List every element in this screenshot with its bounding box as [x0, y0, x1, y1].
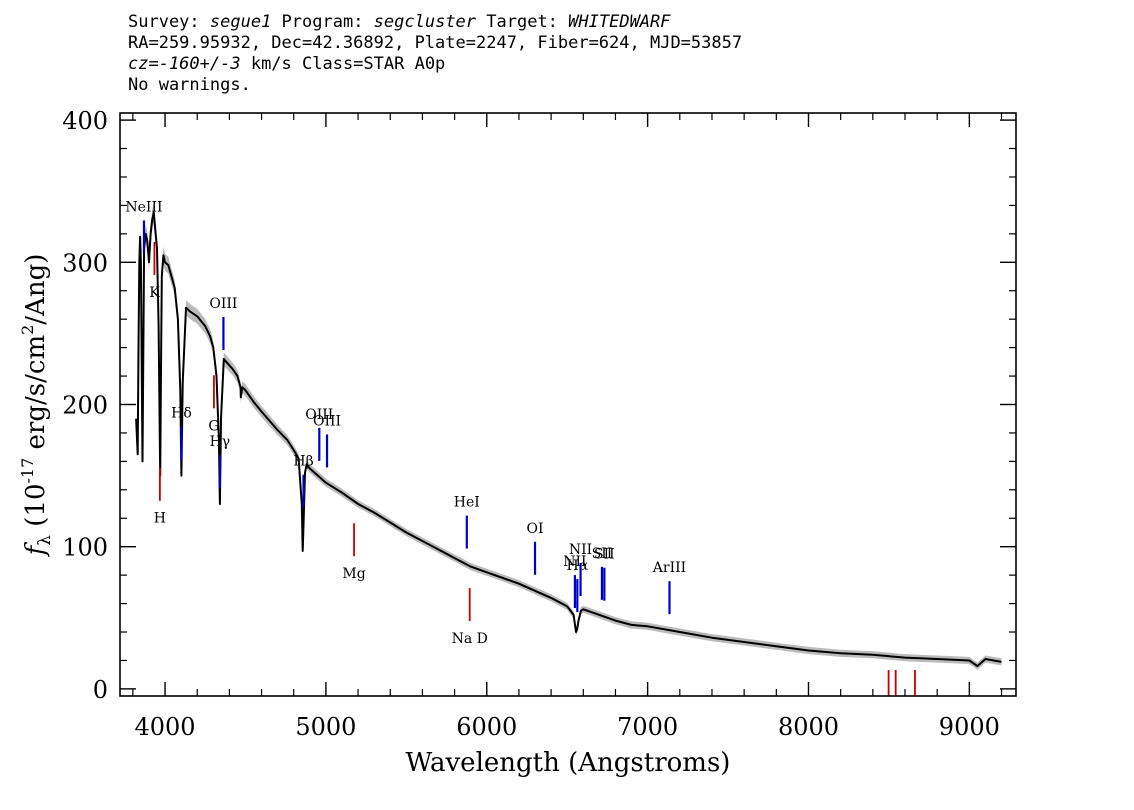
header-line-warnings: No warnings. [128, 75, 251, 95]
target-value: WHITEDWARF [568, 12, 671, 32]
series-layer [135, 211, 1002, 668]
error-band-layer [136, 203, 1002, 670]
program-value: segcluster [373, 12, 477, 32]
emission-label-ariii: ArIII [652, 560, 686, 576]
survey-label: Survey: [128, 12, 210, 32]
spectrum-header: Survey: segue1 Program: segcluster Targe… [128, 12, 742, 96]
y-tick-label: 200 [62, 392, 108, 420]
x-tick-label: 7000 [617, 713, 678, 741]
spectrum-line [135, 211, 1002, 668]
absorption-label-k: K [149, 285, 160, 301]
tick-label-layer: 4000 5000 6000 7000 8000 9000 0 100 200 300 400 [62, 107, 1000, 741]
emission-label-h: Hδ [171, 406, 192, 422]
y-tick-label: 100 [62, 534, 108, 562]
program-label: Program: [271, 12, 374, 32]
emission-label-sii: SII [594, 547, 615, 563]
target-label: Target: [476, 12, 569, 32]
survey-value: segue1 [209, 12, 272, 32]
emission-label-h: Hγ [210, 434, 231, 450]
class-value: km/s Class=STAR A0p [240, 54, 446, 74]
absorption-label-g: G [208, 418, 219, 434]
y-tick-label: 0 [93, 676, 108, 704]
emission-label-nii: NII [569, 542, 592, 558]
error-band [136, 203, 1002, 670]
emission-label-oiii: OIII [209, 296, 237, 312]
header-line-redshift: cz=-160+/-3 km/s Class=STAR A0p [128, 54, 742, 75]
x-tick-label: 9000 [939, 713, 1000, 741]
x-tick-label: 4000 [135, 713, 196, 741]
y-tick-label: 400 [62, 107, 108, 135]
absorption-label-h: H [154, 511, 166, 527]
emission-label-h: Hα [566, 558, 588, 574]
emission-label-oiii: OIII [313, 413, 341, 429]
tick-layer [120, 113, 1016, 696]
header-line-coords: RA=259.95932, Dec=42.36892, Plate=2247, … [128, 33, 743, 53]
header-line-survey: Survey: segue1 Program: segcluster Targe… [128, 12, 742, 33]
absorption-label-mg: Mg [342, 566, 365, 582]
emission-label-sii: SII [592, 546, 613, 562]
x-tick-label: 6000 [456, 713, 517, 741]
emission-label-oiii: OIII [305, 407, 333, 423]
absorption-label-nad: Na D [452, 631, 488, 647]
x-tick-label: 5000 [295, 713, 356, 741]
x-axis-label: Wavelength (Angstroms) [406, 748, 731, 778]
y-tick-label: 300 [62, 249, 108, 277]
emission-label-h: Hβ [293, 454, 313, 470]
y-axis-label: fλ (10-17 erg/s/cm2/Ang) [18, 254, 55, 558]
cz-value: cz=-160+/-3 [128, 54, 241, 74]
emission-label-hei: HeI [454, 495, 480, 511]
x-tick-label: 8000 [778, 713, 839, 741]
emission-label-oi: OI [527, 521, 544, 537]
emission-label-neiii: NeIII [125, 199, 162, 215]
